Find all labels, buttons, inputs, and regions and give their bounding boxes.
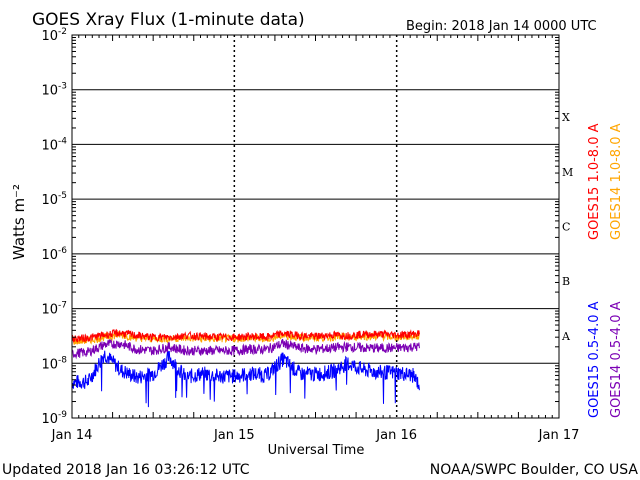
x-tick-label: Jan 14: [51, 428, 93, 443]
y-tick-label: 10-2: [41, 27, 67, 44]
flare-class-c: C: [562, 221, 570, 234]
y-tick-label: 10-7: [41, 301, 67, 318]
grid: [72, 35, 559, 418]
x-tick-label: Jan 15: [213, 428, 255, 443]
legend-entry: GOES14 0.5-4.0 A: [609, 301, 624, 418]
legend-entry: GOES14 1.0-8.0 A: [609, 123, 624, 240]
updated-timestamp: Updated 2018 Jan 16 03:26:12 UTC: [2, 462, 250, 478]
y-axis-label-group: Watts m⁻²: [10, 184, 28, 260]
flare-class-labels: A B C M X: [561, 111, 573, 343]
series-line-0: [71, 328, 420, 344]
flare-class-x: X: [562, 111, 570, 124]
plot-frame: [71, 34, 560, 419]
flare-class-m: M: [562, 166, 573, 179]
x-axis-label: Universal Time: [268, 443, 365, 458]
series-line-3: [71, 338, 420, 360]
y-tick-label: 10-9: [41, 410, 67, 427]
legend: GOES15 1.0-8.0 A GOES14 1.0-8.0 A GOES15 0…: [587, 123, 624, 418]
data-source: NOAA/SWPC Boulder, CO USA: [430, 462, 639, 478]
legend-entry: GOES15 0.5-4.0 A: [587, 301, 602, 418]
series-line-2: [71, 350, 420, 408]
y-axis-label: Watts m⁻²: [10, 184, 28, 260]
legend-entry: GOES15 1.0-8.0 A: [587, 123, 602, 240]
y-tick-label: 10-3: [41, 82, 67, 99]
ticks: 10-9 10-8 10-7 10-6 10-5 10-4 10-3 10-2 Jan 14 Ja…: [41, 27, 579, 443]
y-tick-label: 10-8: [41, 355, 67, 372]
flare-class-a: A: [561, 330, 571, 343]
begin-label: Begin: 2018 Jan 14 0000 UTC: [406, 19, 597, 34]
series-layer: [71, 328, 420, 408]
y-tick-label: 10-5: [41, 191, 67, 208]
y-tick-label: 10-6: [41, 246, 67, 263]
y-tick-label: 10-4: [41, 136, 67, 153]
x-tick-label: Jan 17: [538, 428, 580, 443]
x-tick-label: Jan 16: [375, 428, 417, 443]
chart-title: GOES Xray Flux (1-minute data): [32, 10, 305, 30]
flare-class-b: B: [562, 275, 570, 288]
